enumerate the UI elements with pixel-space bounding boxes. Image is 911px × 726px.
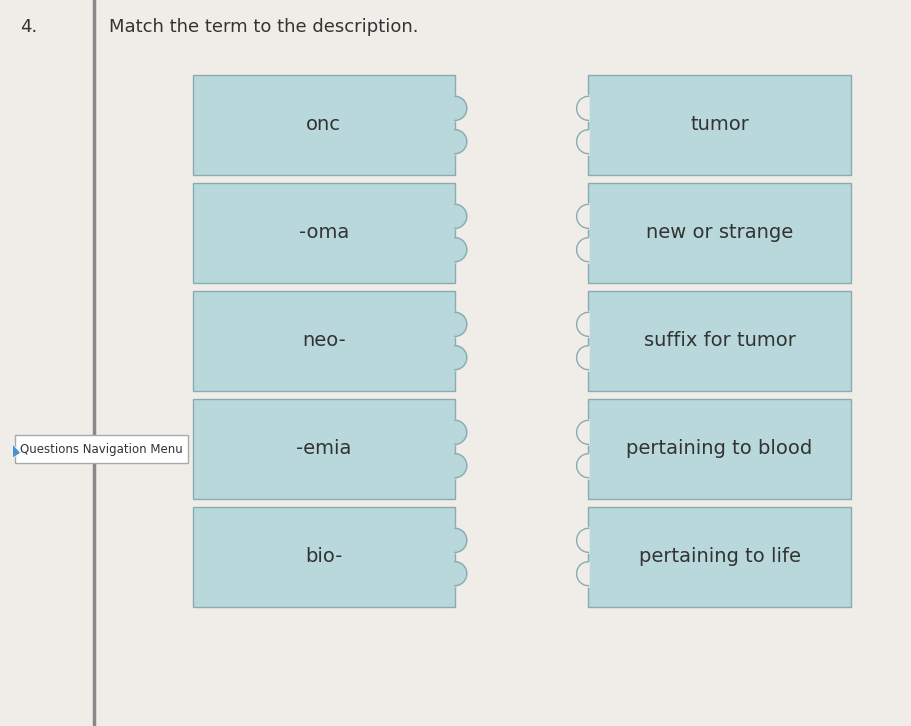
Polygon shape bbox=[576, 130, 588, 154]
Text: tumor: tumor bbox=[690, 115, 748, 134]
Polygon shape bbox=[455, 562, 466, 586]
Text: neo-: neo- bbox=[302, 332, 345, 351]
Polygon shape bbox=[455, 529, 466, 552]
Polygon shape bbox=[455, 204, 466, 229]
Polygon shape bbox=[576, 97, 588, 121]
Polygon shape bbox=[455, 97, 466, 121]
Bar bbox=[15, 435, 188, 463]
Bar bbox=[192, 399, 455, 499]
Text: -oma: -oma bbox=[299, 224, 349, 242]
Text: pertaining to life: pertaining to life bbox=[638, 547, 800, 566]
Polygon shape bbox=[576, 562, 588, 586]
Polygon shape bbox=[455, 454, 466, 478]
Text: Match the term to the description.: Match the term to the description. bbox=[108, 18, 417, 36]
Polygon shape bbox=[455, 346, 466, 370]
Text: bio-: bio- bbox=[305, 547, 343, 566]
Bar bbox=[588, 291, 850, 391]
Text: new or strange: new or strange bbox=[645, 224, 793, 242]
Text: pertaining to blood: pertaining to blood bbox=[626, 439, 812, 459]
Bar bbox=[588, 507, 850, 607]
Text: suffix for tumor: suffix for tumor bbox=[643, 332, 794, 351]
Polygon shape bbox=[13, 444, 21, 458]
Bar bbox=[192, 75, 455, 175]
Polygon shape bbox=[576, 454, 588, 478]
Bar bbox=[588, 183, 850, 283]
Polygon shape bbox=[576, 237, 588, 261]
Bar bbox=[192, 291, 455, 391]
Bar bbox=[192, 183, 455, 283]
Bar bbox=[588, 75, 850, 175]
Polygon shape bbox=[455, 130, 466, 154]
Polygon shape bbox=[576, 529, 588, 552]
Polygon shape bbox=[576, 312, 588, 336]
Polygon shape bbox=[455, 237, 466, 261]
Polygon shape bbox=[455, 420, 466, 444]
Polygon shape bbox=[576, 420, 588, 444]
Text: Questions Navigation Menu: Questions Navigation Menu bbox=[20, 443, 182, 455]
Text: onc: onc bbox=[306, 115, 341, 134]
Polygon shape bbox=[576, 204, 588, 229]
Bar bbox=[192, 507, 455, 607]
Text: 4.: 4. bbox=[19, 18, 36, 36]
Text: -emia: -emia bbox=[296, 439, 351, 459]
Bar bbox=[588, 399, 850, 499]
Polygon shape bbox=[455, 312, 466, 336]
Polygon shape bbox=[576, 346, 588, 370]
